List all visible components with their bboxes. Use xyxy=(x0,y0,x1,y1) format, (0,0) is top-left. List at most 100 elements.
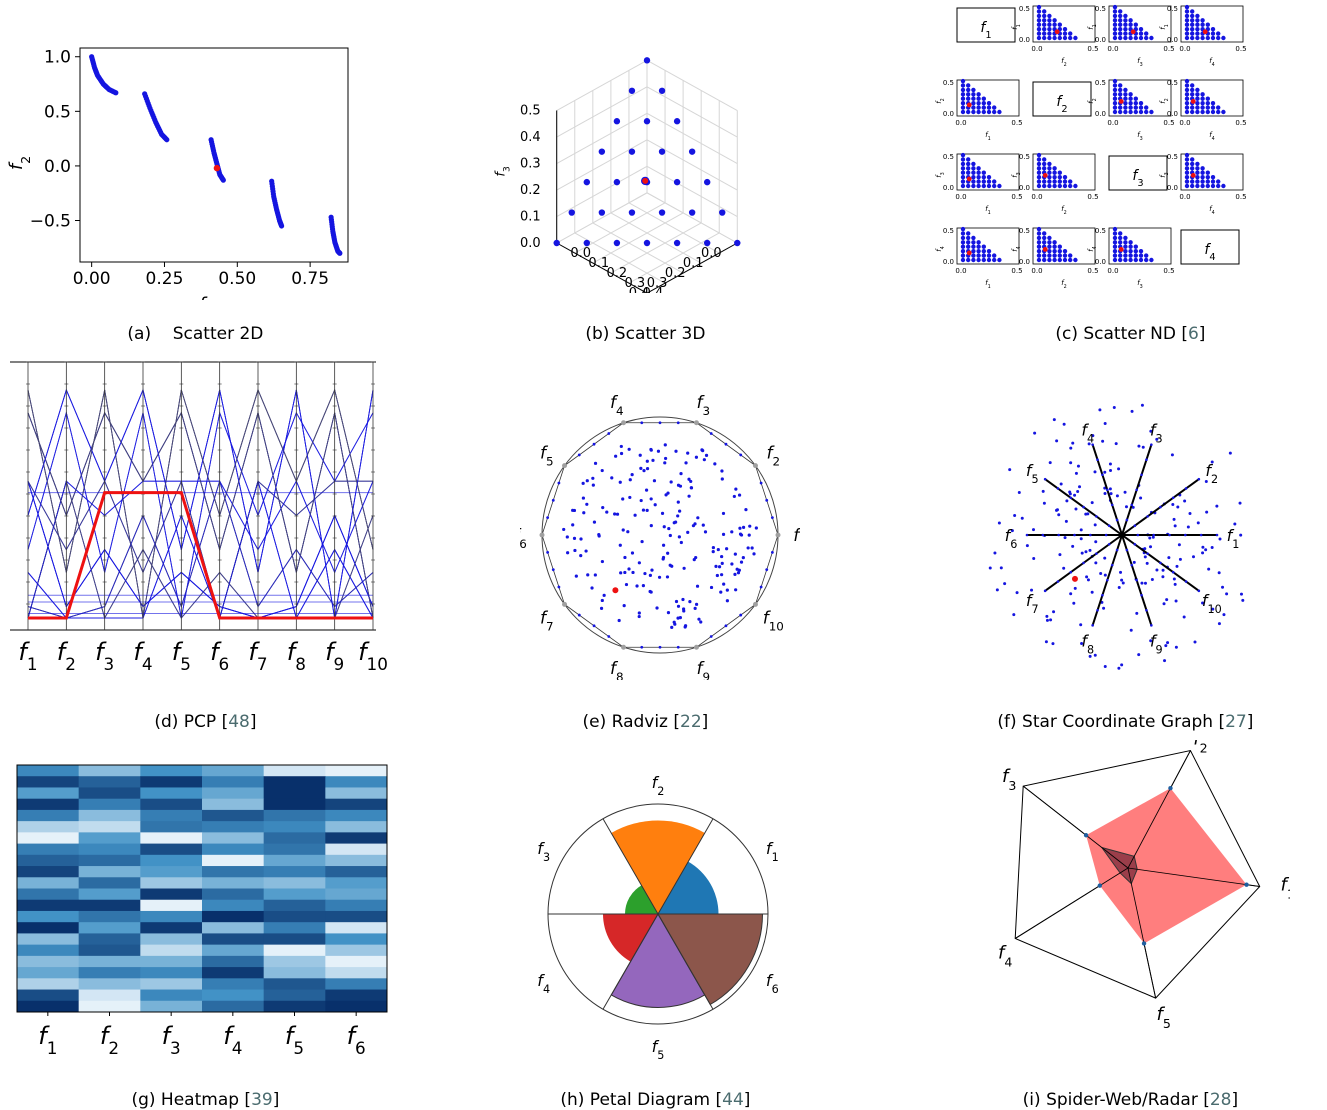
data-point xyxy=(1037,18,1041,22)
subplot-y-label: f4 xyxy=(1087,246,1098,252)
data-point xyxy=(1188,512,1191,515)
data-point xyxy=(695,603,698,606)
data-point xyxy=(1064,536,1067,539)
heatmap-cell xyxy=(17,956,79,968)
data-point xyxy=(1058,175,1062,179)
data-point xyxy=(586,479,589,482)
heatmap-cell xyxy=(264,900,326,912)
tick-label: 0.5 xyxy=(1167,153,1178,161)
star-label: f4 xyxy=(1081,420,1094,445)
tick-label: 0.0 xyxy=(1179,193,1190,201)
data-point xyxy=(1190,18,1194,22)
data-point xyxy=(1185,157,1189,161)
data-point xyxy=(722,533,725,536)
pcp-axis-label: f3 xyxy=(95,638,114,674)
data-point xyxy=(717,548,720,551)
data-point xyxy=(629,209,635,215)
grid-line xyxy=(557,140,647,190)
data-point xyxy=(1241,599,1244,602)
data-point xyxy=(1195,105,1199,109)
grid-line xyxy=(557,60,647,110)
data-point xyxy=(1134,110,1138,114)
heatmap-cell xyxy=(325,900,387,912)
axis-point xyxy=(1145,609,1148,612)
data-point xyxy=(1118,23,1122,27)
data-point xyxy=(1103,557,1106,560)
data-point xyxy=(666,492,669,495)
data-point xyxy=(629,88,635,94)
data-point xyxy=(686,531,689,534)
data-point xyxy=(971,245,975,249)
heatmap-cell xyxy=(202,900,264,912)
data-point xyxy=(1123,97,1127,101)
tick-label: 0.0 xyxy=(1095,110,1106,118)
data-point xyxy=(1037,240,1041,244)
data-point xyxy=(710,432,713,435)
data-point xyxy=(1200,36,1204,40)
data-point xyxy=(638,615,641,618)
highlight-point xyxy=(214,165,220,171)
data-point xyxy=(1047,171,1051,175)
data-point xyxy=(607,432,610,435)
data-point xyxy=(1118,258,1122,262)
data-point xyxy=(1128,253,1132,257)
data-point xyxy=(1120,663,1123,666)
tick-label: 0.0 xyxy=(1095,258,1106,266)
heatmap-cell xyxy=(79,889,141,901)
f3-axis-label: f3 xyxy=(494,166,513,177)
data-point xyxy=(1128,258,1132,262)
data-point xyxy=(1195,36,1199,40)
subplot-y-label: f2 xyxy=(935,98,946,104)
data-point xyxy=(1113,36,1117,40)
data-point xyxy=(1074,587,1077,590)
heatmap-cell xyxy=(79,799,141,811)
anchor-point xyxy=(776,533,781,538)
data-point xyxy=(1047,18,1051,22)
data-point xyxy=(1190,184,1194,188)
data-point xyxy=(623,556,626,559)
data-point xyxy=(961,79,965,83)
data-point xyxy=(629,148,635,154)
data-point xyxy=(1076,490,1079,493)
data-point xyxy=(982,97,986,101)
data-point xyxy=(1206,97,1210,101)
data-point xyxy=(1185,79,1189,83)
data-point xyxy=(1037,153,1041,157)
data-point xyxy=(590,586,593,589)
heatmap-cell xyxy=(202,821,264,833)
data-point xyxy=(678,510,681,513)
data-point xyxy=(1195,171,1199,175)
heatmap-cell xyxy=(264,821,326,833)
heatmap-cell xyxy=(17,810,79,822)
heatmap-cell xyxy=(79,945,141,957)
data-point xyxy=(1058,258,1062,262)
heatmap-cell xyxy=(17,990,79,1002)
data-point xyxy=(1216,105,1220,109)
data-point xyxy=(1063,179,1067,183)
heatmap-cell xyxy=(140,844,202,856)
data-point xyxy=(961,179,965,183)
data-point xyxy=(1171,453,1174,456)
data-point xyxy=(971,92,975,96)
data-point xyxy=(1190,36,1194,40)
tick-label: 0.0 xyxy=(1019,36,1030,44)
data-point xyxy=(622,528,625,531)
heatmap-cell xyxy=(202,810,264,822)
data-point xyxy=(966,92,970,96)
caption-f: (f) Star Coordinate Graph [27] xyxy=(960,692,1280,732)
data-point xyxy=(1221,36,1225,40)
heatmap-cell xyxy=(202,922,264,934)
data-point xyxy=(1068,36,1072,40)
data-point xyxy=(1113,27,1117,31)
data-point xyxy=(1144,105,1148,109)
heatmap-cell xyxy=(140,866,202,878)
heatmap-cell xyxy=(325,933,387,945)
data-point xyxy=(635,584,638,587)
data-point xyxy=(1120,579,1123,582)
data-point xyxy=(739,454,742,457)
caption-f-close: ] xyxy=(1247,712,1254,732)
